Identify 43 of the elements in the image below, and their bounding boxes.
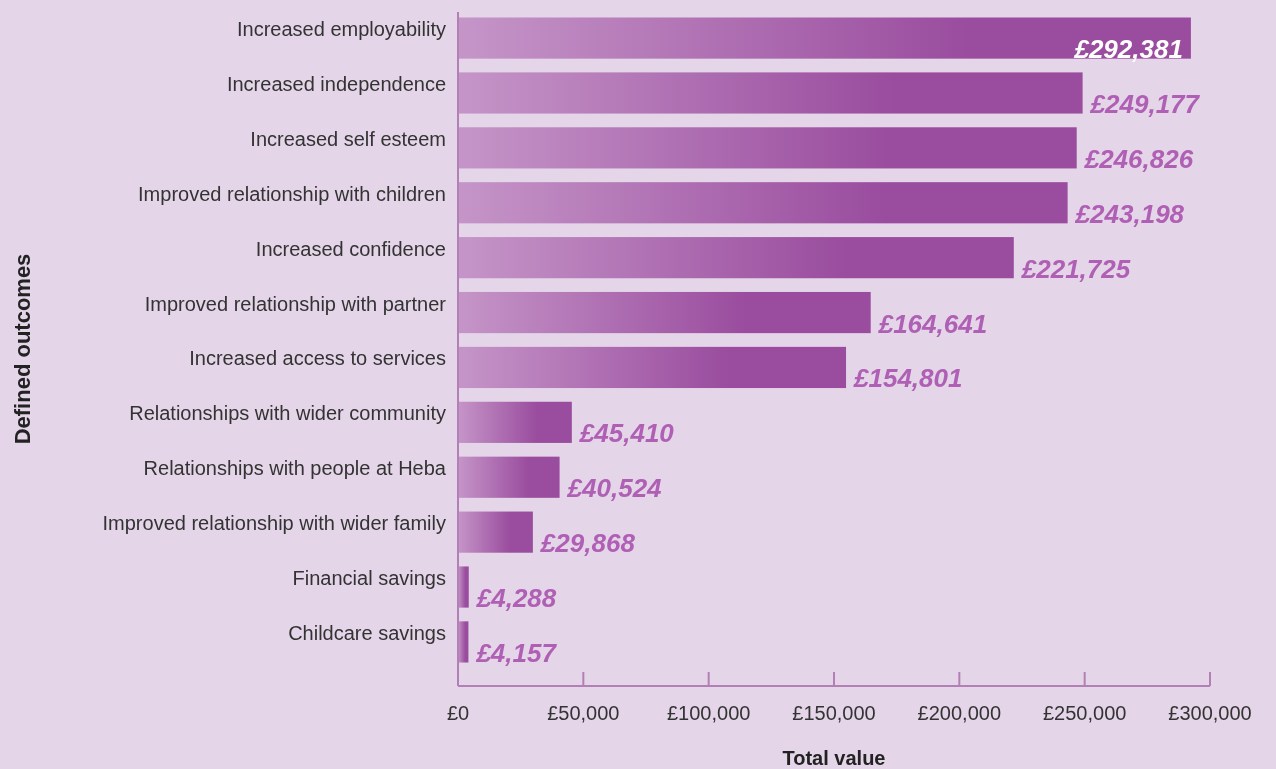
x-tick-label: £50,000 bbox=[547, 702, 620, 724]
y-tick-label: Improved relationship with children bbox=[138, 182, 446, 205]
bar bbox=[458, 237, 1014, 279]
bar bbox=[458, 182, 1068, 224]
y-tick-label: Relationships with wider community bbox=[129, 402, 446, 425]
y-tick-label: Childcare savings bbox=[288, 621, 446, 644]
bar bbox=[458, 456, 560, 498]
bar bbox=[458, 72, 1083, 114]
y-tick-label: Increased access to services bbox=[189, 347, 446, 370]
x-tick-label: £200,000 bbox=[917, 702, 1002, 724]
y-tick-label: Increased confidence bbox=[255, 237, 446, 260]
y-axis-title: Defined outcomes bbox=[10, 253, 35, 445]
y-tick-label: Improved relationship with wider family bbox=[102, 512, 446, 535]
data-label: £249,177 bbox=[1089, 88, 1201, 119]
data-label: £221,725 bbox=[1020, 253, 1131, 284]
data-label: £4,157 bbox=[475, 637, 558, 668]
data-label: £292,381 bbox=[1073, 34, 1183, 65]
y-tick-label: Increased independence bbox=[226, 72, 446, 95]
y-tick-label: Increased self esteem bbox=[250, 127, 446, 150]
bar bbox=[458, 127, 1077, 169]
bar bbox=[458, 291, 871, 334]
data-label: £29,868 bbox=[539, 528, 636, 559]
data-label: £40,524 bbox=[566, 473, 663, 504]
bar bbox=[458, 401, 572, 443]
x-tick-label: £100,000 bbox=[666, 702, 751, 724]
x-axis-title: Total value bbox=[782, 747, 886, 769]
x-tick-label: £150,000 bbox=[792, 702, 876, 724]
x-tick-label: £0 bbox=[446, 702, 470, 724]
x-tick-label: £300,000 bbox=[1168, 702, 1252, 724]
y-tick-label: Financial savings bbox=[292, 567, 446, 590]
y-tick-label: Improved relationship with partner bbox=[144, 292, 447, 315]
data-label: £246,826 bbox=[1083, 143, 1194, 174]
data-label: £45,410 bbox=[578, 418, 675, 449]
x-tick-label: £250,000 bbox=[1042, 702, 1127, 724]
data-label: £164,641 bbox=[877, 308, 988, 339]
bar bbox=[458, 346, 847, 389]
bar bbox=[458, 566, 469, 608]
y-tick-label: Increased employability bbox=[237, 18, 446, 41]
data-label: £243,198 bbox=[1074, 198, 1185, 229]
bar bbox=[458, 511, 533, 553]
data-label: £4,288 bbox=[475, 583, 557, 614]
y-tick-label: Relationships with people at Heba bbox=[143, 457, 447, 480]
data-label: £154,801 bbox=[853, 363, 963, 394]
